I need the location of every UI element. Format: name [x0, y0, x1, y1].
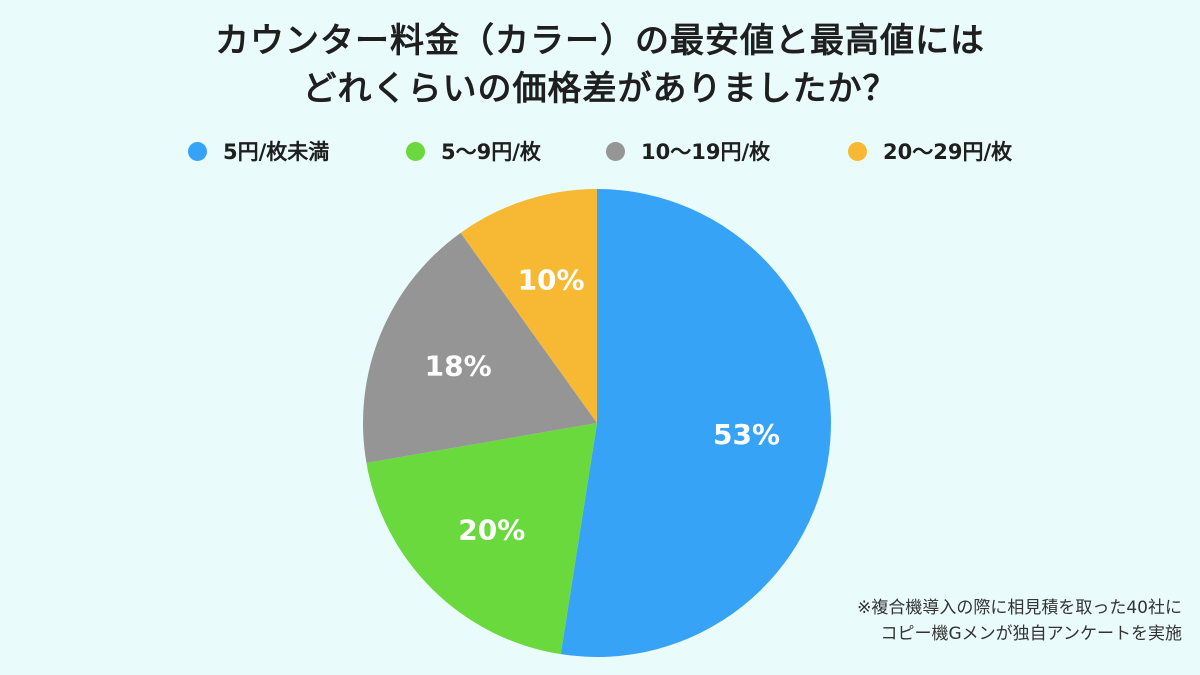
survey-note-line-1: ※複合機導入の際に相見積を取った40社に	[857, 598, 1182, 618]
pie-label-5-9-yen: 20%	[458, 513, 525, 546]
pie-label-10-19-yen: 18%	[425, 350, 492, 383]
legend: 5円/枚未満 5〜9円/枚 10〜19円/枚 20〜29円/枚	[0, 136, 1200, 166]
chart-title-line-2: どれくらいの価格差がありましたか？	[302, 69, 898, 109]
pie-label-20-29-yen: 10%	[518, 264, 585, 297]
chart-title-line-1: カウンター料金（カラー）の最安値と最高値には	[215, 21, 985, 61]
legend-item-20-29-yen: 20〜29円/枚	[848, 136, 1012, 166]
legend-marker-10-19-yen	[606, 141, 625, 161]
pie-slice-20-29-yen	[460, 189, 597, 423]
legend-item-5-9-yen: 5〜9円/枚	[406, 136, 541, 166]
pie-slice-5-9-yen	[366, 423, 597, 655]
pie-label-under-5-yen: 53%	[713, 418, 780, 451]
legend-item-under-5-yen: 5円/枚未満	[188, 136, 329, 166]
pie-slice-10-19-yen	[363, 232, 597, 463]
legend-item-10-19-yen: 10〜19円/枚	[606, 136, 770, 166]
legend-label-10-19-yen: 10〜19円/枚	[641, 140, 771, 164]
legend-marker-20-29-yen	[848, 141, 867, 161]
legend-marker-under-5-yen	[188, 141, 207, 161]
legend-label-5-9-yen: 5〜9円/枚	[441, 140, 541, 164]
pie-slice-under-5-yen	[560, 189, 831, 657]
legend-label-20-29-yen: 20〜29円/枚	[883, 140, 1013, 164]
survey-note-line-2: コピー機Gメンが独自アンケートを実施	[880, 624, 1183, 644]
legend-marker-5-9-yen	[406, 141, 425, 161]
legend-label-under-5-yen: 5円/枚未満	[223, 140, 330, 164]
